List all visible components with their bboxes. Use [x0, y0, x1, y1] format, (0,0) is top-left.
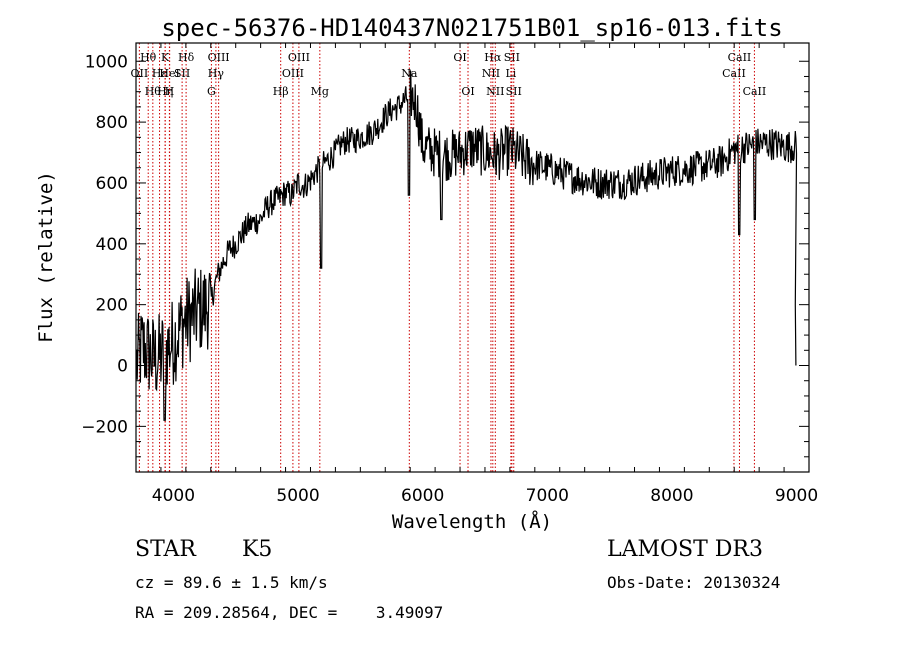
line-marker-label: SII	[174, 67, 190, 80]
redshift-cz: cz = 89.6 ± 1.5 km/s	[135, 573, 328, 592]
ra-dec-coordinates: RA = 209.28564, DEC = 3.49097	[135, 603, 444, 622]
x-tick-label: 5000	[276, 486, 319, 506]
y-tick-label: 800	[96, 113, 128, 133]
line-marker-label: Hδ	[178, 51, 195, 64]
y-tick-label: 1000	[85, 52, 128, 72]
object-class: STAR	[135, 537, 196, 562]
x-tick-label: 9000	[775, 486, 818, 506]
line-marker-label: Hθ	[145, 85, 162, 98]
line-marker-label: OII	[131, 67, 149, 80]
line-marker-label: Hα	[484, 51, 502, 64]
line-marker-label: Hη	[157, 85, 173, 98]
spectrum-series-line	[136, 68, 798, 421]
line-marker-label: Na	[401, 67, 418, 80]
line-marker-label: Li	[505, 67, 516, 80]
line-marker-label: HeI	[159, 67, 179, 80]
observation-date: Obs-Date: 20130324	[607, 573, 781, 592]
line-marker-label: Hε	[152, 67, 168, 80]
y-tick-label: −200	[81, 417, 128, 437]
line-marker-label: Mg	[311, 85, 329, 98]
line-marker-label: NII	[482, 67, 500, 80]
line-marker-label: SII	[504, 51, 520, 64]
line-marker-label: CaII	[728, 51, 752, 64]
y-tick-label: 600	[96, 174, 128, 194]
line-marker-label: CaII	[722, 67, 746, 80]
line-marker-label: Hγ	[208, 67, 225, 80]
x-axis-ticks: 4000 5000 6000 7000 8000 9000	[135, 43, 818, 506]
line-marker-label: G	[207, 85, 216, 98]
line-marker-label: OI	[461, 85, 474, 98]
line-marker-label: NII	[486, 85, 504, 98]
x-tick-label: 8000	[650, 486, 693, 506]
x-tick-label: 7000	[526, 486, 569, 506]
line-marker-label: CaII	[743, 85, 767, 98]
line-marker-label: OIII	[282, 67, 304, 80]
y-tick-label: 200	[96, 296, 128, 316]
line-marker-label: OI	[453, 51, 466, 64]
x-axis-label: Wavelength (Å)	[392, 510, 552, 533]
line-marker-label: OIII	[288, 51, 310, 64]
line-marker-label: Hβ	[273, 85, 289, 98]
y-tick-label: 0	[117, 357, 128, 377]
line-marker-label: OIII	[208, 51, 230, 64]
x-tick-label: 6000	[401, 486, 444, 506]
survey-name: LAMOST DR3	[607, 537, 763, 562]
y-axis-label: Flux (relative)	[35, 171, 57, 343]
line-marker-label: H	[165, 85, 175, 98]
y-tick-label: 400	[96, 235, 128, 255]
line-marker-label: Hθ	[140, 51, 157, 64]
y-axis-ticks: −200 0 200 400 600 800 1000	[81, 52, 809, 458]
object-subclass: K5	[242, 537, 273, 562]
chart-title: spec-56376-HD140437N021751B01_sp16-013.f…	[161, 14, 782, 42]
plot-frame	[135, 42, 810, 473]
line-marker-label: SII	[506, 85, 522, 98]
x-tick-label: 4000	[152, 486, 195, 506]
